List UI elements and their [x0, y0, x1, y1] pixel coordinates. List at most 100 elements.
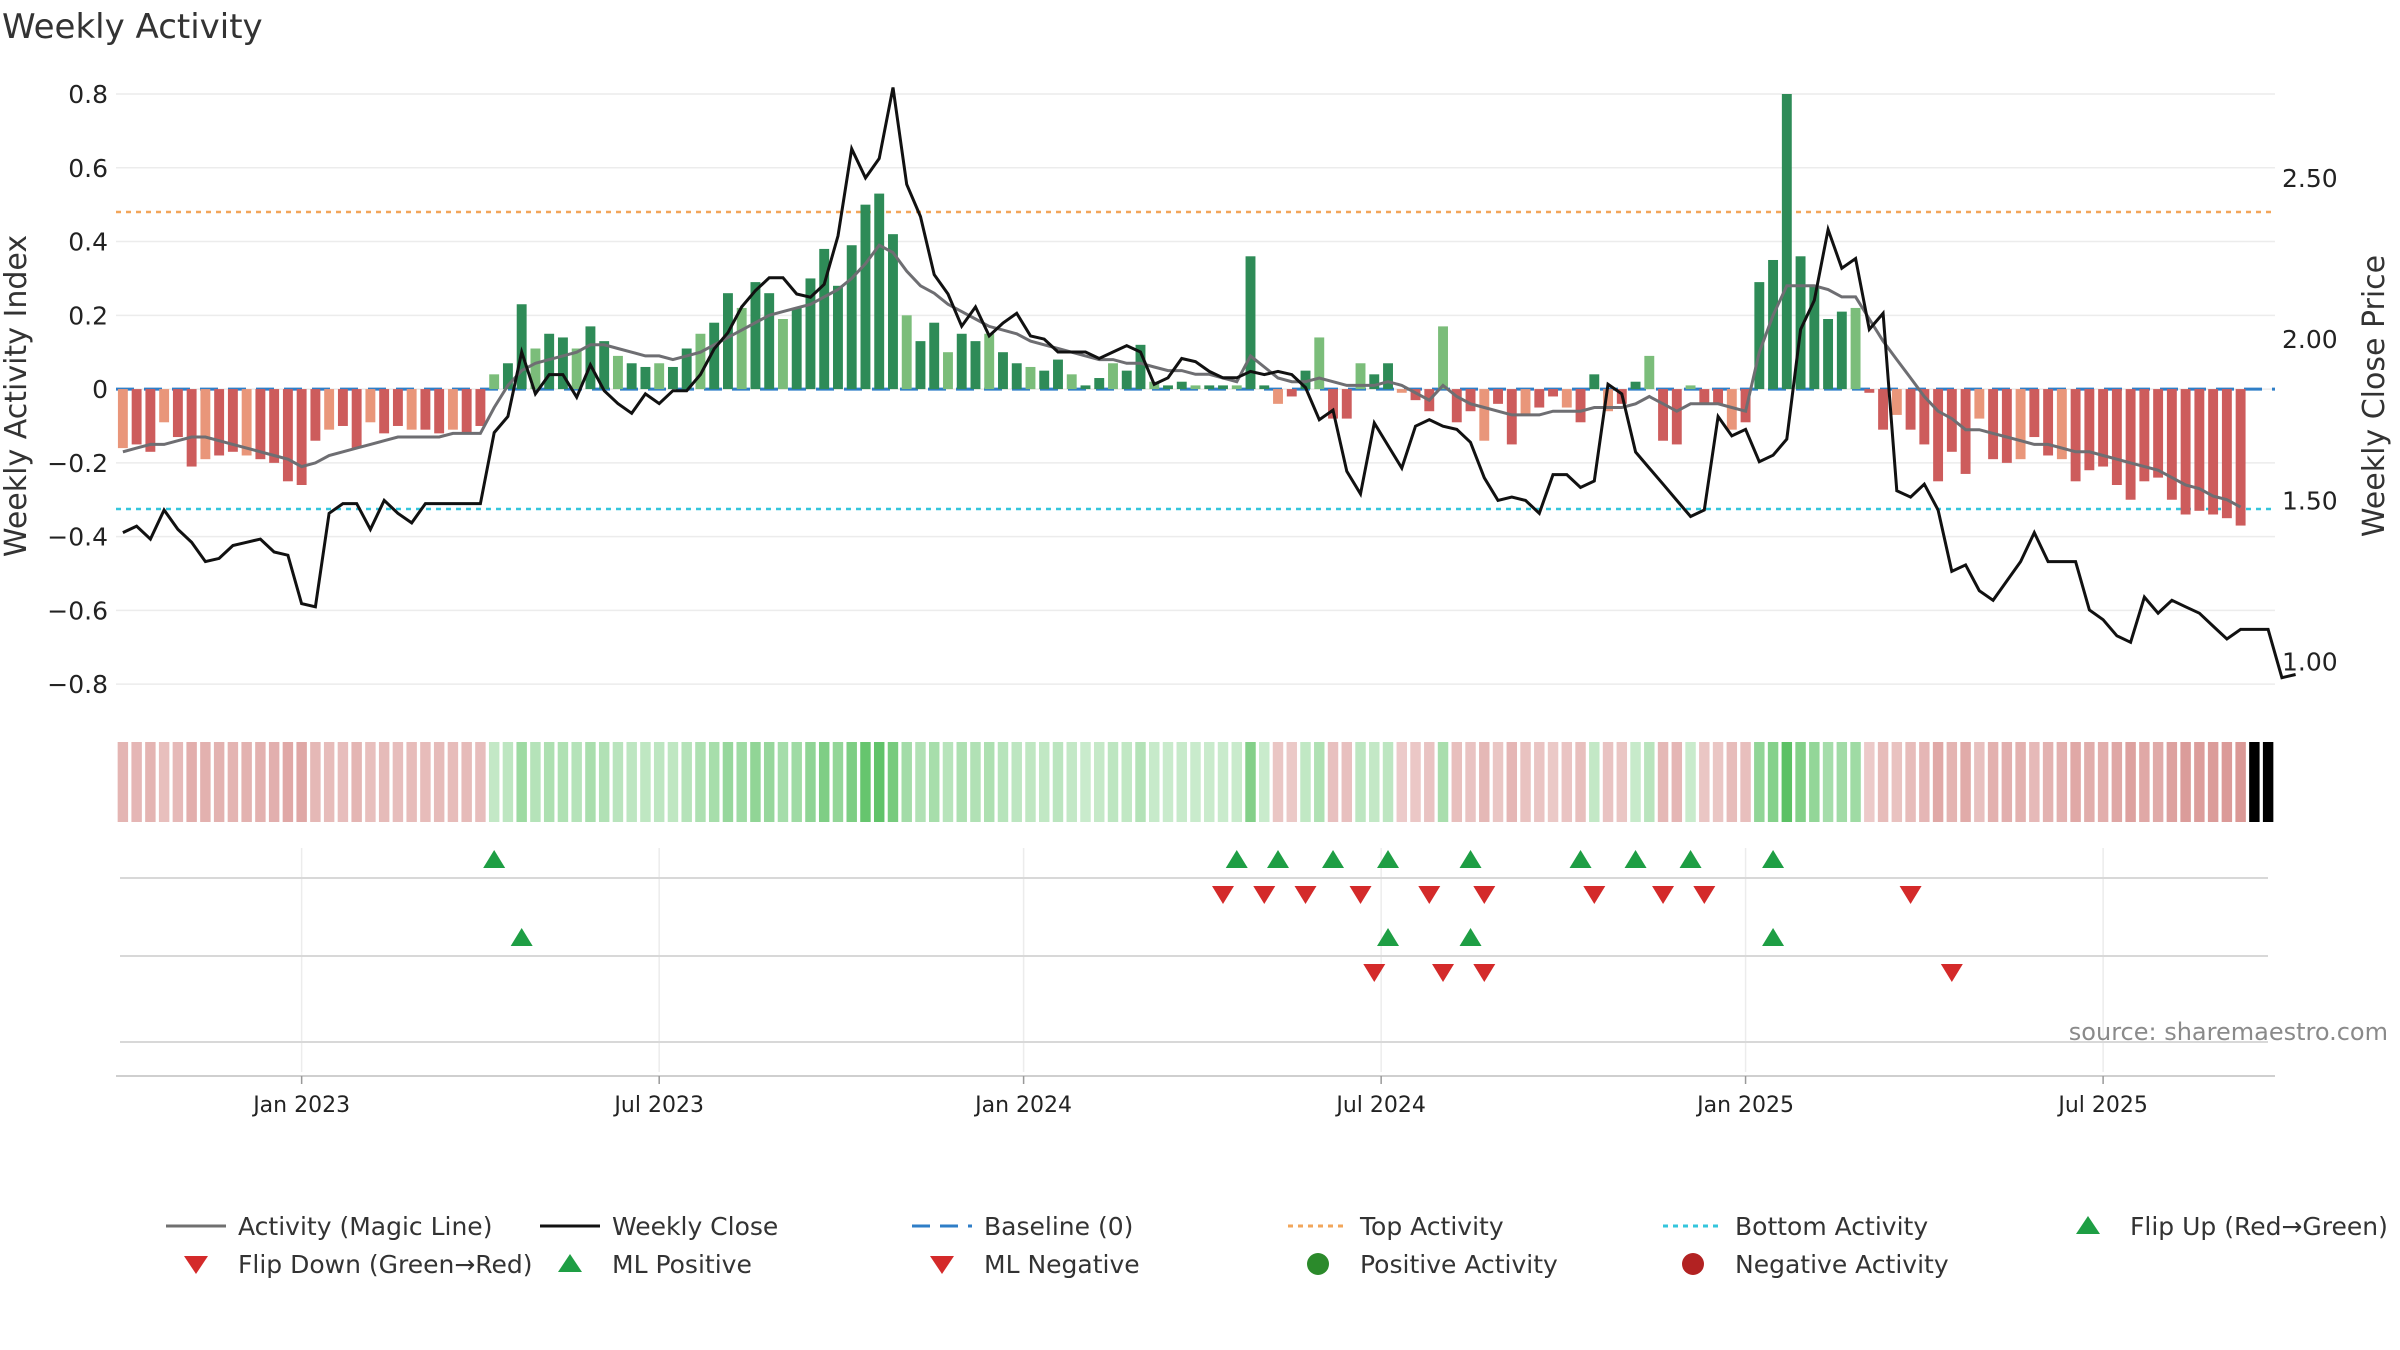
- activity-bar: [860, 204, 871, 390]
- strip-cell: [2042, 742, 2054, 822]
- strip-cell: [777, 742, 789, 822]
- strip-cell: [1300, 742, 1311, 822]
- strip-cell: [1410, 742, 1421, 822]
- activity-bar: [489, 374, 500, 390]
- y2-tick-label: 1.00: [2282, 648, 2338, 677]
- activity-bar: [2084, 389, 2095, 471]
- activity-bar: [379, 389, 390, 434]
- x-tick-label: Jan 2024: [973, 1093, 1072, 1118]
- activity-bar: [1919, 389, 1930, 445]
- legend-swatch: [558, 1254, 582, 1272]
- flip-down-marker: [1418, 886, 1441, 904]
- activity-bar: [1644, 355, 1655, 390]
- activity-bar: [2029, 389, 2040, 438]
- strip-cell: [612, 742, 624, 822]
- legend-swatch: [184, 1256, 208, 1274]
- x-tick-label: Jan 2023: [251, 1093, 350, 1118]
- strip-cell: [1534, 742, 1545, 822]
- y-tick-label: −0.6: [47, 596, 108, 625]
- activity-bar: [2180, 389, 2191, 515]
- strip-cell: [282, 742, 294, 822]
- strip-cell: [1960, 742, 1971, 822]
- activity-bar: [2125, 389, 2136, 500]
- magic-line-series: [122, 243, 2242, 509]
- strip-cell: [1314, 742, 1325, 822]
- strip-cell: [695, 742, 706, 822]
- legend-item: ML Positive: [558, 1250, 752, 1279]
- activity-bar: [1809, 285, 1820, 390]
- activity-bar: [420, 389, 431, 430]
- activity-bar: [1548, 389, 1558, 397]
- activity-bar: [1465, 389, 1476, 412]
- activity-bar: [1451, 389, 1462, 423]
- strip-cell: [213, 742, 225, 822]
- activity-bar: [392, 389, 403, 426]
- activity-bar: [434, 389, 445, 434]
- activity-bar: [2015, 389, 2026, 460]
- activity-bar: [1891, 389, 1902, 415]
- flip-down-marker: [1899, 886, 1922, 904]
- legend-label: ML Positive: [612, 1250, 752, 1279]
- activity-bar: [1204, 385, 1215, 390]
- strip-cell: [1506, 742, 1518, 822]
- activity-bar: [1506, 389, 1517, 445]
- legend-swatch: [930, 1256, 954, 1274]
- legend-item: Bottom Activity: [1663, 1212, 1928, 1241]
- strip-cell: [1149, 742, 1160, 822]
- strip-cell: [131, 742, 142, 822]
- activity-bar: [1933, 389, 1944, 482]
- strip-cell: [1740, 742, 1751, 822]
- strip-cell: [1492, 742, 1504, 822]
- strip-cell: [1630, 742, 1641, 822]
- activity-bar: [1520, 389, 1531, 415]
- strip-cell: [475, 742, 486, 822]
- strip-cell: [970, 742, 981, 822]
- activity-bar: [516, 304, 527, 390]
- activity-bar: [172, 389, 183, 438]
- strip-cell: [1946, 742, 1958, 822]
- x-tick-label: Jul 2025: [2056, 1093, 2148, 1118]
- y-tick-label: −0.2: [47, 449, 108, 478]
- activity-bar: [1369, 374, 1380, 390]
- activity-bar: [571, 348, 582, 390]
- activity-bar: [145, 389, 156, 452]
- activity-bar: [1603, 389, 1613, 412]
- legend-label: Flip Down (Green→Red): [238, 1250, 533, 1279]
- activity-bar: [1561, 389, 1572, 408]
- strip-cell: [2235, 742, 2246, 822]
- flip-down-marker: [1294, 886, 1317, 904]
- activity-bar: [502, 363, 513, 390]
- strip-cell: [1094, 742, 1105, 822]
- strip-cell: [873, 742, 885, 822]
- strip-cell: [818, 742, 830, 822]
- activity-bar: [2194, 389, 2205, 511]
- strip-cell: [1781, 742, 1793, 822]
- strip-cell: [832, 742, 844, 822]
- activity-bar: [1713, 389, 1724, 404]
- strip-cell: [2262, 742, 2274, 822]
- activity-bar: [1905, 389, 1916, 430]
- y-tick-label: 0.8: [68, 80, 108, 109]
- activity-bar: [709, 322, 720, 390]
- activity-bar: [1781, 94, 1792, 390]
- strip-cell: [2111, 742, 2123, 822]
- strip-cell: [1204, 742, 1215, 822]
- activity-bar: [1163, 385, 1173, 390]
- activity-bar: [269, 389, 280, 463]
- activity-bar: [736, 307, 747, 390]
- strip-cell: [296, 742, 307, 822]
- activity-bar: [2111, 389, 2122, 485]
- legend-label: Weekly Close: [612, 1212, 778, 1241]
- strip-cell: [1520, 742, 1531, 822]
- strip-cell: [1231, 742, 1242, 822]
- strip-cell: [557, 742, 569, 822]
- flip-up-marker: [1679, 850, 1702, 868]
- strip-cell: [915, 742, 926, 822]
- activity-bar: [1974, 389, 1985, 419]
- strip-cell: [750, 742, 761, 822]
- activity-bar: [1328, 389, 1338, 419]
- activity-bar: [461, 389, 472, 434]
- strip-cell: [433, 742, 445, 822]
- strip-cell: [1644, 742, 1655, 822]
- activity-bar: [117, 389, 128, 449]
